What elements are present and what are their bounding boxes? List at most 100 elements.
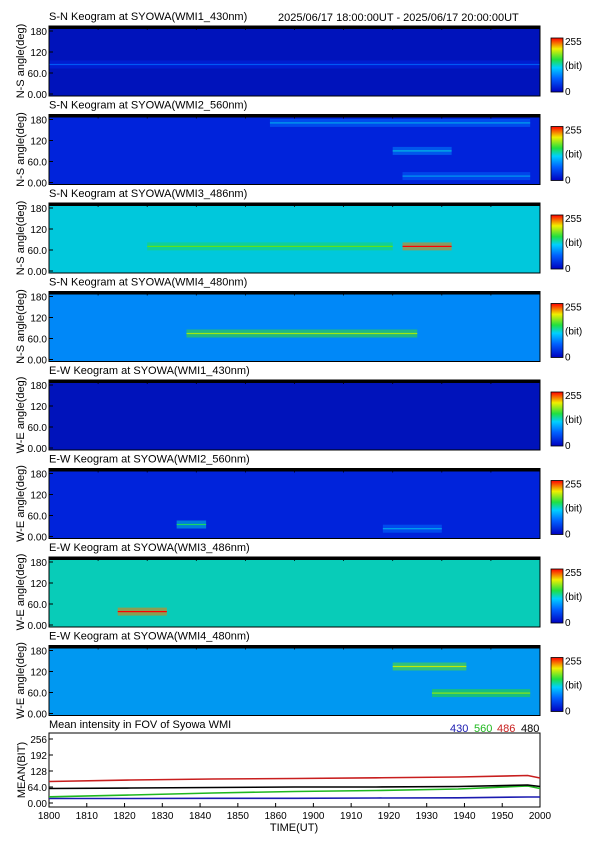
keogram-panel: S-N Keogram at SYOWA(WMI3_486nm)180 120 60… xyxy=(15,188,582,278)
keogram-ylabel: W-E angle(deg) xyxy=(15,642,27,719)
keogram-ytick-label: 120 xyxy=(30,314,47,325)
chart-xtick-label: 1830 xyxy=(151,811,174,822)
keogram-ylabel: W-E angle(deg) xyxy=(15,465,27,542)
keogram-ytick-label: 0.00 xyxy=(28,267,48,278)
colorbar xyxy=(550,391,564,447)
keogram-feature-line xyxy=(431,692,531,694)
colorbar-min: 0 xyxy=(565,176,571,187)
keogram-title: S-N Keogram at SYOWA(WMI3_486nm) xyxy=(49,188,247,200)
keogram-feature-line xyxy=(392,665,467,668)
keogram-ytick-label: 120 xyxy=(30,579,47,590)
series-line-486 xyxy=(48,774,541,783)
keogram-ylabel: W-E angle(deg) xyxy=(15,377,27,454)
chart-xtick-label: 1860 xyxy=(264,811,287,822)
chart-xtick-label: 2000 xyxy=(529,811,552,822)
colorbar-unit: (bit) xyxy=(565,238,582,249)
keogram-ytick-label: 60.0 xyxy=(28,158,48,169)
chart-title: Mean intensity in FOV of Syowa WMI xyxy=(49,719,231,731)
legend-480: 480 xyxy=(521,723,539,735)
keogram-feature-line xyxy=(49,63,540,66)
chart-xtick-label: 1820 xyxy=(113,811,136,822)
colorbar-unit: (bit) xyxy=(565,415,582,426)
keogram-ytick-label: 120 xyxy=(30,48,47,59)
chart-xtick-label: 1810 xyxy=(76,811,99,822)
keogram-ytick-label: 60.0 xyxy=(28,423,48,434)
keogram-title: S-N Keogram at SYOWA(WMI2_560nm) xyxy=(49,100,247,112)
colorbar-unit: (bit) xyxy=(565,61,582,72)
keogram-ytick-label: 180 xyxy=(30,116,47,127)
keogram-feature-line xyxy=(392,150,452,152)
keogram-ylabel: N-S angle(deg) xyxy=(15,289,27,364)
keogram-image xyxy=(49,291,540,362)
chart-xtick-label: 1930 xyxy=(416,811,439,822)
colorbar xyxy=(550,37,564,93)
colorbar xyxy=(550,126,564,181)
keogram-image xyxy=(49,468,540,539)
colorbar-max: 255 xyxy=(565,568,582,579)
colorbar xyxy=(550,303,564,358)
colorbar-unit: (bit) xyxy=(565,150,582,161)
legend-560: 560 xyxy=(474,723,492,735)
keogram-feature-line xyxy=(382,528,442,530)
keogram-image xyxy=(49,380,540,450)
keogram-feature-line xyxy=(402,175,531,177)
chart-ytick-label: 64.0 xyxy=(28,783,48,794)
colorbar-max: 255 xyxy=(565,37,582,48)
time-range: 2025/06/17 18:00:00UT - 2025/06/17 20:00… xyxy=(278,12,519,24)
keogram-panel: S-N Keogram at SYOWA(WMI1_430nm)180 120 60… xyxy=(15,11,582,101)
keogram-ytick-label: 180 xyxy=(30,27,47,38)
legend: 430 560 486 480 xyxy=(450,723,539,735)
keogram-ytick-label: 60.0 xyxy=(28,600,48,611)
keogram-ylabel: N-S angle(deg) xyxy=(15,24,27,99)
colorbar-unit: (bit) xyxy=(565,504,582,515)
keogram-image xyxy=(49,203,540,273)
keogram-ylabel: N-S angle(deg) xyxy=(15,112,27,187)
keogram-feature-line xyxy=(147,245,393,247)
keogram-ytick-label: 0.00 xyxy=(28,179,48,190)
colorbar-max: 255 xyxy=(565,391,582,402)
keogram-feature-line xyxy=(402,245,452,247)
keogram-feature-line xyxy=(269,122,531,124)
colorbar-max: 255 xyxy=(565,303,582,314)
keogram-ylabel: W-E angle(deg) xyxy=(15,554,27,631)
keogram-ytick-label: 120 xyxy=(30,225,47,236)
chart-xtick-label: 1950 xyxy=(491,811,514,822)
keogram-panel: E-W Keogram at SYOWA(WMI3_486nm)180 120 60… xyxy=(15,542,582,632)
keogram-ytick-label: 180 xyxy=(30,470,47,481)
keogram-image xyxy=(49,645,540,716)
series-line-560 xyxy=(48,785,541,798)
colorbar-min: 0 xyxy=(565,618,571,629)
keogram-ytick-label: 180 xyxy=(30,381,47,392)
keogram-ylabel: N-S angle(deg) xyxy=(15,201,27,276)
keogram-ytick-label: 60.0 xyxy=(28,246,48,257)
chart-xtick-label: 1900 xyxy=(302,811,325,822)
colorbar-unit: (bit) xyxy=(565,592,582,603)
chart-ytick-label: 128 xyxy=(30,767,47,778)
colorbar-max: 255 xyxy=(565,214,582,225)
keogram-ytick-label: 0.00 xyxy=(28,444,48,455)
colorbar-min: 0 xyxy=(565,441,571,452)
keogram-ytick-label: 60.0 xyxy=(28,69,48,80)
chart-xtick-label: 1800 xyxy=(38,811,61,822)
keogram-ytick-label: 180 xyxy=(30,647,47,658)
keogram-ytick-label: 60.0 xyxy=(28,512,48,523)
colorbar xyxy=(550,214,564,270)
colorbar-max: 255 xyxy=(565,480,582,491)
chart-xtick-label: 1850 xyxy=(227,811,250,822)
keogram-panel: S-N Keogram at SYOWA(WMI4_480nm)180 120 60… xyxy=(15,277,582,367)
keogram-ytick-label: 0.00 xyxy=(28,90,48,101)
colorbar-min: 0 xyxy=(565,530,571,541)
keogram-title: S-N Keogram at SYOWA(WMI4_480nm) xyxy=(49,277,247,289)
keogram-panel: E-W Keogram at SYOWA(WMI4_480nm)180 120 60… xyxy=(15,631,582,721)
chart-xlabel: TIME(UT) xyxy=(270,822,318,834)
chart-xtick-label: 1940 xyxy=(453,811,476,822)
chart-ytick-label: 256 xyxy=(30,735,47,746)
keogram-title: E-W Keogram at SYOWA(WMI4_480nm) xyxy=(49,631,250,643)
keogram-feature-line xyxy=(186,332,418,335)
keogram-ytick-label: 180 xyxy=(30,558,47,569)
keogram-ytick-label: 60.0 xyxy=(28,335,48,346)
keogram-ytick-label: 0.00 xyxy=(28,356,48,367)
keogram-ytick-label: 0.00 xyxy=(28,533,48,544)
series-line-480 xyxy=(48,784,541,790)
keogram-panel: E-W Keogram at SYOWA(WMI2_560nm)180 120 60… xyxy=(15,454,582,544)
